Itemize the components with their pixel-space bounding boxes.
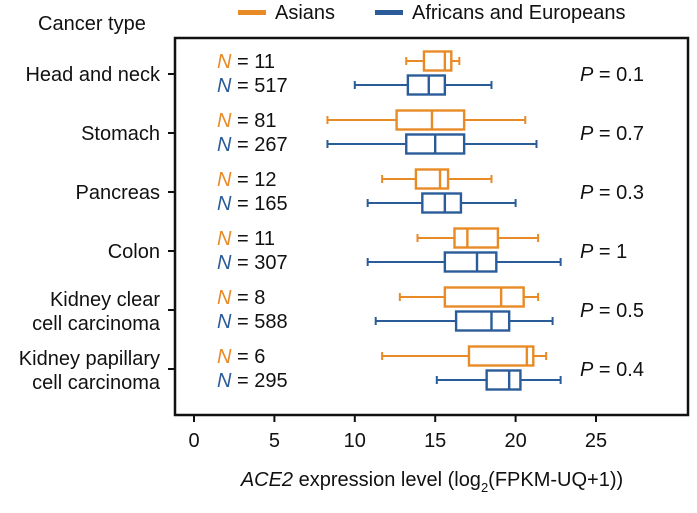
x-tick-label: 15 [424,430,446,452]
box-iqr [454,310,511,332]
p-value-label: P = 1 [580,241,627,263]
box-iqr [453,227,500,249]
legend-label-1: Asians [275,2,335,24]
box-iqr [422,50,453,72]
category-label: Colon [108,241,160,263]
category-label-line2: cell carcinoma [32,372,161,394]
category-label: Pancreas [76,182,161,204]
box-iqr [443,286,525,308]
box-iqr [414,168,450,190]
x-tick-label: 0 [188,430,199,452]
box-iqr [406,74,447,96]
n-label: N = 588 [217,311,288,333]
legend-swatch-1 [238,10,266,15]
x-tick-label: 20 [504,430,526,452]
x-tick-label: 25 [585,430,607,452]
n-label: N = 307 [217,252,288,274]
box-iqr [395,109,466,131]
box-iqr [443,251,498,273]
p-value-label: P = 0.3 [580,182,644,204]
legend-label-2: Africans and Europeans [412,2,625,24]
box-iqr [467,345,535,367]
n-label: N = 267 [217,134,288,156]
x-tick-label: 5 [269,430,280,452]
n-label: N = 8 [217,287,265,309]
x-axis-title-gene: ACE2 [240,469,293,491]
n-label: N = 6 [217,346,265,368]
n-label: N = 165 [217,193,288,215]
n-label: N = 12 [217,169,277,191]
category-label: Head and neck [25,64,161,86]
n-label: N = 81 [217,110,277,132]
x-axis-title: ACE2 expression level (log2(FPKM-UQ+1)) [240,469,623,495]
n-label: N = 11 [217,51,275,73]
x-tick-label: 10 [344,430,366,452]
n-label: N = 11 [217,228,275,250]
category-label-line1: Kidney clear [50,289,160,311]
n-label: N = 295 [217,370,288,392]
box-iqr [485,369,522,391]
box-iqr [421,192,463,214]
p-value-label: P = 0.7 [580,123,644,145]
category-axis-title: Cancer type [38,13,146,35]
p-value-label: P = 0.4 [580,359,644,381]
n-label: N = 517 [217,75,288,97]
category-label-line2: cell carcinoma [32,313,161,335]
p-value-label: P = 0.1 [580,64,644,86]
p-value-label: P = 0.5 [580,300,644,322]
category-label-line1: Kidney papillary [19,348,160,370]
legend-swatch-2 [375,10,403,15]
category-label: Stomach [81,123,160,145]
plot-frame [173,36,690,417]
